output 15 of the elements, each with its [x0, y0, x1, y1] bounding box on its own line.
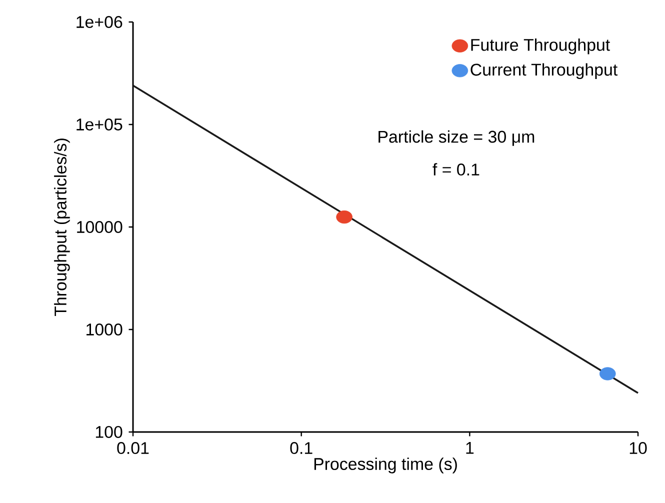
x-tick-label: 0.1 [290, 442, 312, 454]
annotation: Particle size = 30 μm [378, 130, 534, 146]
y-tick-label: 1000 [86, 323, 122, 336]
legend-label: Future Throughput [471, 38, 610, 54]
x-tick-label: 10 [630, 442, 647, 454]
legend-label: Current Throughput [470, 63, 618, 80]
y-tick-label: 10000 [77, 220, 122, 233]
y-axis-title: Throughput (particles/s) [54, 138, 70, 316]
y-tick-label: 1e+05 [76, 118, 122, 130]
x-axis-title: Processing time (s) [314, 458, 457, 474]
annotation: f = 0.1 [432, 163, 480, 176]
y-tick-label: 1e+06 [76, 16, 122, 28]
x-tick-label: 0.01 [117, 442, 149, 454]
y-tick-label: 100 [96, 426, 122, 438]
x-tick-label: 1 [466, 442, 474, 454]
